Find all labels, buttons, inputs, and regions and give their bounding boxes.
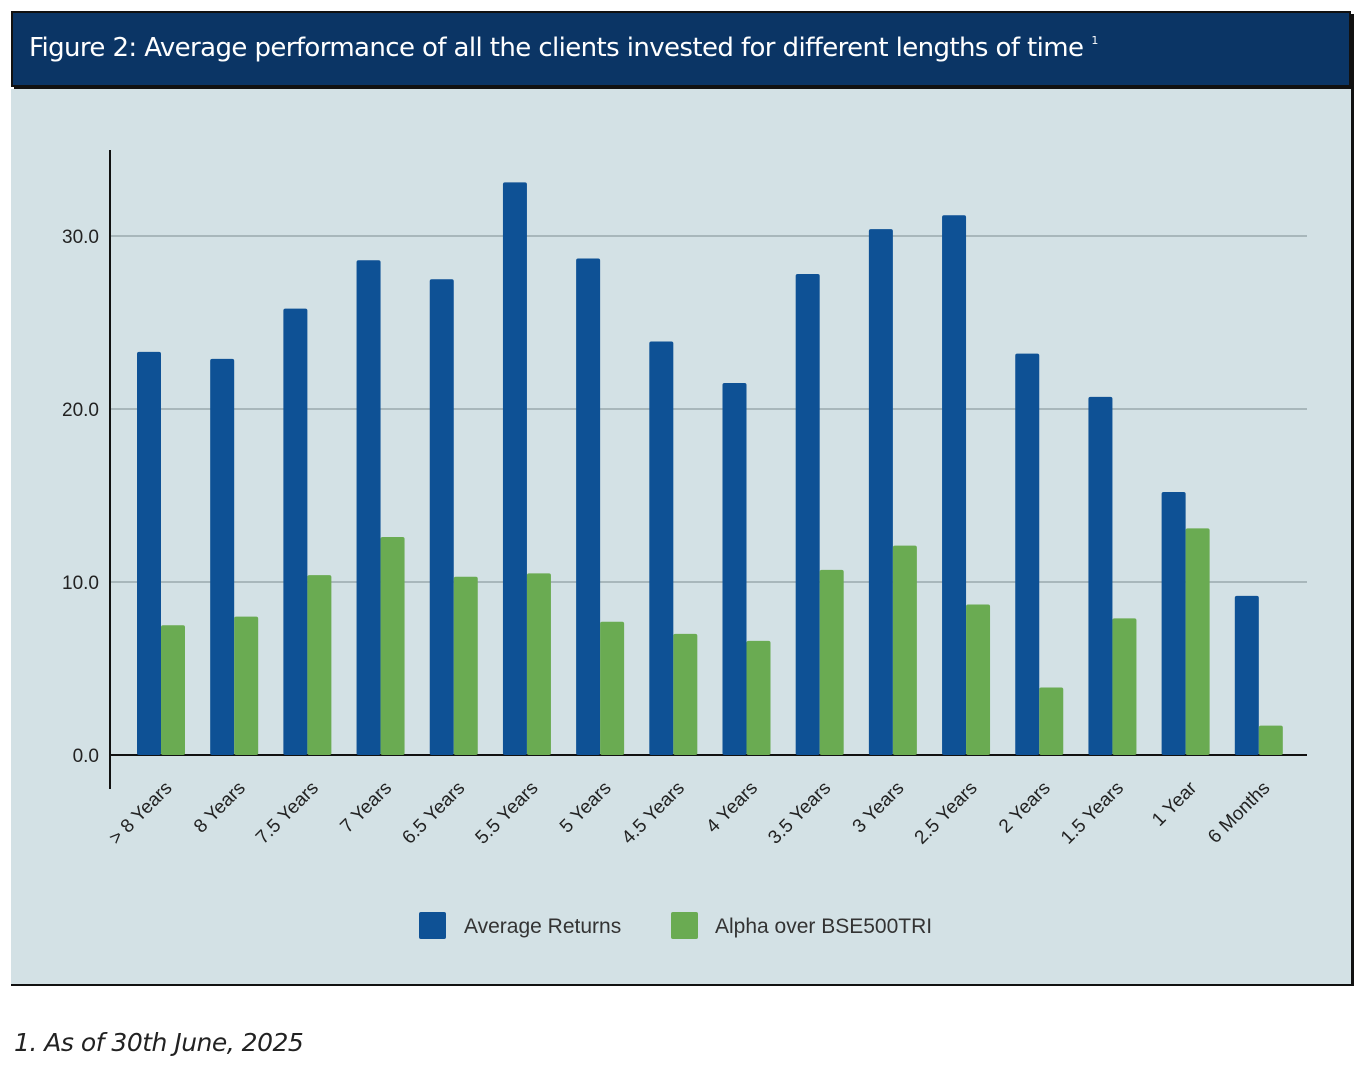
x-tick-label: 1 Year <box>1148 777 1201 830</box>
bar-alpha <box>307 575 332 755</box>
bar-average-returns <box>1015 353 1040 755</box>
y-tick-label: 20.0 <box>62 400 99 421</box>
bar-average-returns <box>283 308 308 755</box>
x-tick-label: 5.5 Years <box>472 778 543 849</box>
y-tick-label: 30.0 <box>62 227 99 248</box>
x-tick-label: 7 Years <box>336 778 396 838</box>
legend-swatch <box>671 912 698 939</box>
x-tick-label: 6.5 Years <box>398 778 469 849</box>
x-tick-label: 1.5 Years <box>1057 778 1128 849</box>
x-tick-label: 7.5 Years <box>252 778 323 849</box>
bar-average-returns <box>722 383 747 755</box>
bar-average-returns <box>137 351 161 755</box>
bar-alpha <box>380 537 405 755</box>
bar-average-returns <box>868 229 893 755</box>
bar-average-returns <box>1161 492 1186 755</box>
x-tick-label: 2.5 Years <box>911 778 982 849</box>
bar-alpha <box>526 573 551 755</box>
bar-average-returns <box>649 341 674 755</box>
bar-alpha <box>600 621 625 755</box>
bar-average-returns <box>942 215 967 755</box>
bar-average-returns <box>210 358 235 755</box>
legend-label: Average Returns <box>464 915 621 938</box>
bar-alpha <box>892 545 917 755</box>
bar-chart: 0.0 10.0 20.0 30.0 > 8 Years 8 Years 7.5 Years… <box>62 150 1307 939</box>
footnote-marker: 1 <box>1091 34 1098 47</box>
bar-average-returns <box>1234 595 1259 755</box>
x-tick-label: 4.5 Years <box>618 778 689 849</box>
chart-panel: 0.0 10.0 20.0 30.0 > 8 Years 8 Years 7.5 Years… <box>11 89 1354 986</box>
bar-alpha <box>1039 687 1064 755</box>
x-tick-label: 3 Years <box>849 778 909 838</box>
x-tick-label: 8 Years <box>190 778 250 838</box>
y-tick-label: 0.0 <box>73 746 99 767</box>
bar-alpha <box>819 569 844 755</box>
bar-alpha <box>1112 618 1137 755</box>
bar-average-returns <box>429 279 454 755</box>
bar-alpha <box>966 604 991 755</box>
x-tick-label: 5 Years <box>556 778 616 838</box>
figure-title: Figure 2: Average performance of all the… <box>29 33 1098 63</box>
bar-alpha <box>673 633 698 755</box>
bar-average-returns <box>576 258 601 755</box>
legend-label: Alpha over BSE500TRI <box>715 915 932 938</box>
bar-alpha <box>453 576 478 755</box>
bar-average-returns <box>356 260 381 755</box>
bar-average-returns <box>795 274 820 755</box>
bar-alpha <box>234 616 259 755</box>
bar-alpha <box>1258 725 1283 755</box>
legend-swatch <box>419 912 446 939</box>
x-tick-label: > 8 Years <box>105 778 176 849</box>
footnote: 1. As of 30th June, 2025 <box>14 1028 304 1057</box>
bar-alpha <box>1185 528 1210 755</box>
bar-alpha <box>161 625 185 755</box>
bar-alpha <box>746 640 771 755</box>
figure-title-text: Figure 2: Average performance of all the… <box>29 33 1084 63</box>
y-tick-label: 10.0 <box>62 573 99 594</box>
figure-header: Figure 2: Average performance of all the… <box>11 11 1351 87</box>
x-tick-label: 4 Years <box>702 778 762 838</box>
x-tick-label: 6 Months <box>1204 778 1274 848</box>
bar-average-returns <box>1088 396 1113 755</box>
bar-average-returns <box>502 182 527 755</box>
x-tick-label: 3.5 Years <box>764 778 835 849</box>
x-tick-label: 2 Years <box>995 778 1055 838</box>
